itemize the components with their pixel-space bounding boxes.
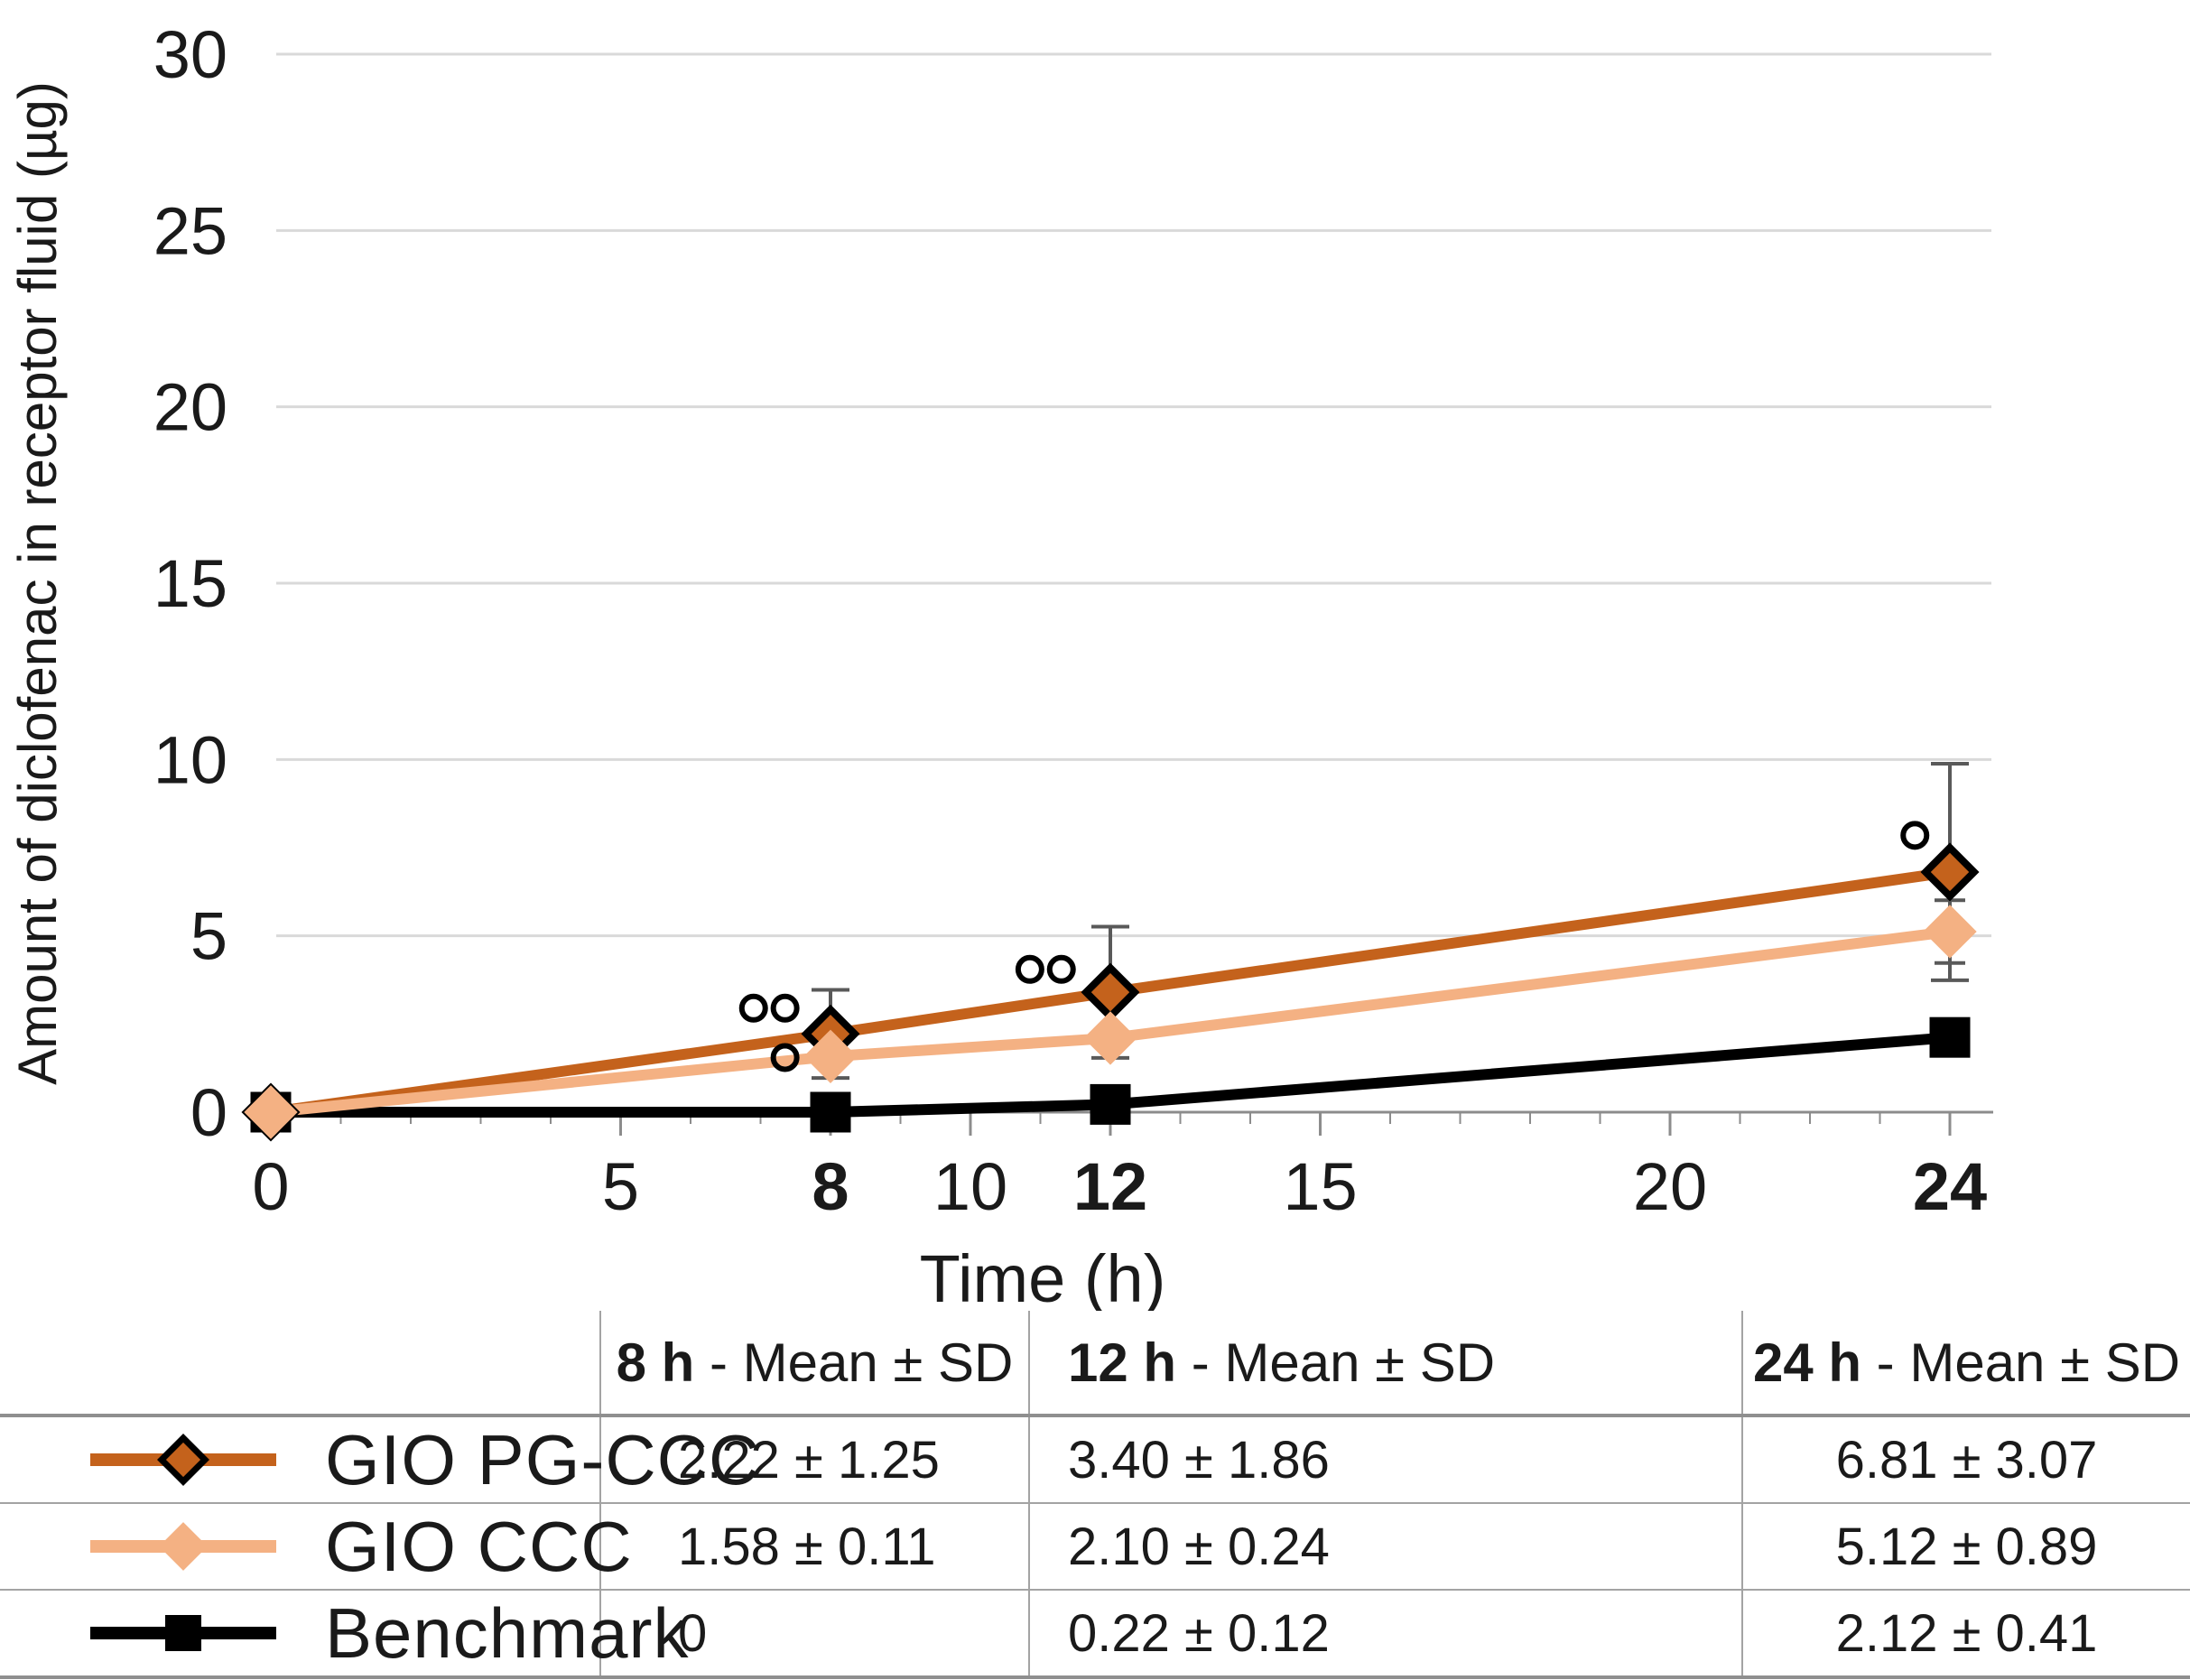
y-axis-title: Amount of diclofenac in receptor fluid (… [7, 81, 68, 1085]
legend-marker-diamond-icon [90, 1522, 276, 1571]
col-header-12h-rest: - Mean ± SD [1176, 1332, 1496, 1393]
y-tick-label: 15 [153, 546, 227, 621]
data-table-wrap: 8 h - Mean ± SD 12 h - Mean ± SD 24 h - … [0, 1311, 2190, 1679]
value-cell: 2.10 ± 0.24 [1028, 1503, 1742, 1590]
legend-column-header [0, 1311, 600, 1415]
x-tick-label: 5 [602, 1149, 639, 1224]
table-row: GIO PG-CCC 2.22 ± 1.25 3.40 ± 1.86 6.81 ± 3… [0, 1415, 2190, 1503]
data-point-marker [1920, 842, 1980, 902]
y-tick-label: 0 [190, 1075, 227, 1150]
y-tick-labels: 0 5 10 15 20 25 30 [153, 17, 227, 1150]
legend-marker-diamond-icon [90, 1434, 276, 1486]
table-row: Benchmark 0 0.22 ± 0.12 2.12 ± 0.41 [0, 1590, 2190, 1677]
legend-entry: Benchmark [79, 1592, 689, 1675]
col-header-8h-time: 8 h [616, 1332, 695, 1393]
value-cell: 3.40 ± 1.86 [1028, 1415, 1742, 1503]
legend-cell: GIO PG-CCC [0, 1415, 759, 1503]
y-tick-label: 20 [153, 370, 227, 445]
line-chart: 0 5 8 10 12 15 20 24 0 5 10 15 20 25 30 Amount of diclo… [7, 17, 1993, 1311]
x-tick-label: 8 [812, 1149, 849, 1224]
value-cell: 1.58 ± 0.11 [599, 1503, 1029, 1590]
col-header-24h: 24 h - Mean ± SD [1741, 1311, 2190, 1415]
value-cell: 2.12 ± 0.41 [1741, 1590, 2190, 1677]
gridlines [276, 52, 1991, 938]
y-tick-label: 30 [153, 17, 227, 92]
col-header-12h-time: 12 h [1068, 1332, 1177, 1393]
data-point-marker [1923, 905, 1977, 959]
series-line-gio-pg-ccc [270, 867, 1951, 1118]
value-cell: 2.22 ± 1.25 [599, 1415, 1029, 1503]
col-header-24h-time: 24 h [1752, 1332, 1862, 1393]
value-cell: 0 [599, 1590, 1029, 1677]
significance-circle [770, 993, 800, 1023]
legend-cell: Benchmark [0, 1590, 689, 1677]
significance-circle [1015, 954, 1044, 984]
x-axis-title: Time (h) [920, 1241, 1166, 1311]
legend-entry: GIO PG-CCC [79, 1418, 759, 1501]
legend-cell: GIO CCC [0, 1503, 632, 1590]
data-point-marker [1090, 1083, 1131, 1125]
x-tick-label: 20 [1633, 1149, 1707, 1224]
x-tick-labels: 0 5 8 10 12 15 20 24 [252, 1149, 1987, 1224]
data-point-marker [810, 1091, 851, 1133]
x-tick-label: 15 [1283, 1149, 1357, 1224]
value-cell: 0.22 ± 0.12 [1028, 1590, 1742, 1677]
data-point-marker [803, 1029, 858, 1083]
series-line-gio-ccc [270, 926, 1951, 1118]
y-tick-label: 5 [190, 899, 227, 974]
significance-circle [770, 1043, 800, 1072]
col-header-12h: 12 h - Mean ± SD [1028, 1311, 1742, 1415]
series-line-benchmark [271, 1032, 1951, 1118]
data-point-marker [1083, 1011, 1137, 1065]
legend-marker [157, 1434, 209, 1486]
legend-marker [165, 1615, 201, 1651]
significance-circle [738, 993, 768, 1023]
x-tick-label: 0 [252, 1149, 289, 1224]
series-label: GIO CCC [325, 1506, 633, 1586]
significance-circle [1046, 954, 1076, 984]
data-point-marker [244, 1085, 298, 1139]
y-tick-label: 10 [153, 722, 227, 797]
data-table: 8 h - Mean ± SD 12 h - Mean ± SD 24 h - … [0, 1311, 2190, 1679]
data-point-marker [1081, 962, 1140, 1022]
data-point-marker [1929, 1016, 1971, 1058]
significance-circles [738, 821, 1930, 1072]
x-tick-label: 12 [1073, 1149, 1147, 1224]
col-header-8h-rest: - Mean ± SD [694, 1332, 1014, 1393]
value-cell: 5.12 ± 0.89 [1741, 1503, 2190, 1590]
value-cell: 6.81 ± 3.07 [1741, 1415, 2190, 1503]
col-header-24h-rest: - Mean ± SD [1861, 1332, 2181, 1393]
series-label: Benchmark [325, 1592, 690, 1673]
series-markers-gio-ccc [244, 905, 1977, 1139]
col-header-8h: 8 h - Mean ± SD [599, 1311, 1029, 1415]
legend-entry: GIO CCC [79, 1505, 632, 1588]
legend-marker [159, 1522, 208, 1571]
x-tick-label: 24 [1913, 1149, 1987, 1224]
table-row: GIO CCC 1.58 ± 0.11 2.10 ± 0.24 5.12 ± 0.89 [0, 1503, 2190, 1590]
legend-marker-square-icon [90, 1615, 276, 1651]
x-tick-label: 10 [933, 1149, 1007, 1224]
y-tick-label: 25 [153, 193, 227, 268]
table-header-row: 8 h - Mean ± SD 12 h - Mean ± SD 24 h - … [0, 1311, 2190, 1415]
significance-circle [1900, 821, 1930, 850]
